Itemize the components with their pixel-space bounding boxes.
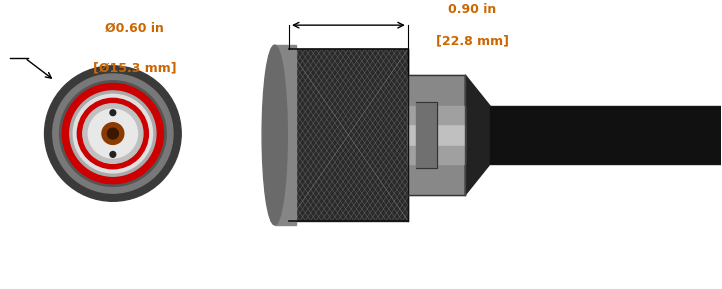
Bar (408, 147, 465, 164)
Ellipse shape (88, 109, 137, 158)
Ellipse shape (102, 123, 123, 144)
Ellipse shape (62, 84, 163, 184)
Ellipse shape (45, 66, 181, 201)
Bar (289, 49, 408, 221)
Bar (490, 106, 722, 164)
Bar (417, 102, 437, 168)
Text: [Ø15.3 mm]: [Ø15.3 mm] (92, 61, 176, 74)
Ellipse shape (110, 151, 116, 157)
Ellipse shape (70, 91, 156, 176)
Text: [22.8 mm]: [22.8 mm] (436, 34, 509, 47)
Ellipse shape (108, 128, 118, 139)
Ellipse shape (262, 45, 287, 225)
Bar (408, 124, 465, 147)
Bar (274, 45, 296, 225)
Ellipse shape (110, 110, 116, 116)
Polygon shape (465, 75, 490, 195)
Ellipse shape (73, 94, 152, 173)
Ellipse shape (83, 104, 143, 163)
Bar (408, 75, 465, 195)
Ellipse shape (60, 81, 166, 186)
Text: Ø0.60 in: Ø0.60 in (105, 21, 164, 34)
Bar (408, 106, 465, 124)
Ellipse shape (53, 74, 173, 193)
Text: 0.90 in: 0.90 in (448, 3, 497, 16)
Ellipse shape (77, 98, 149, 169)
